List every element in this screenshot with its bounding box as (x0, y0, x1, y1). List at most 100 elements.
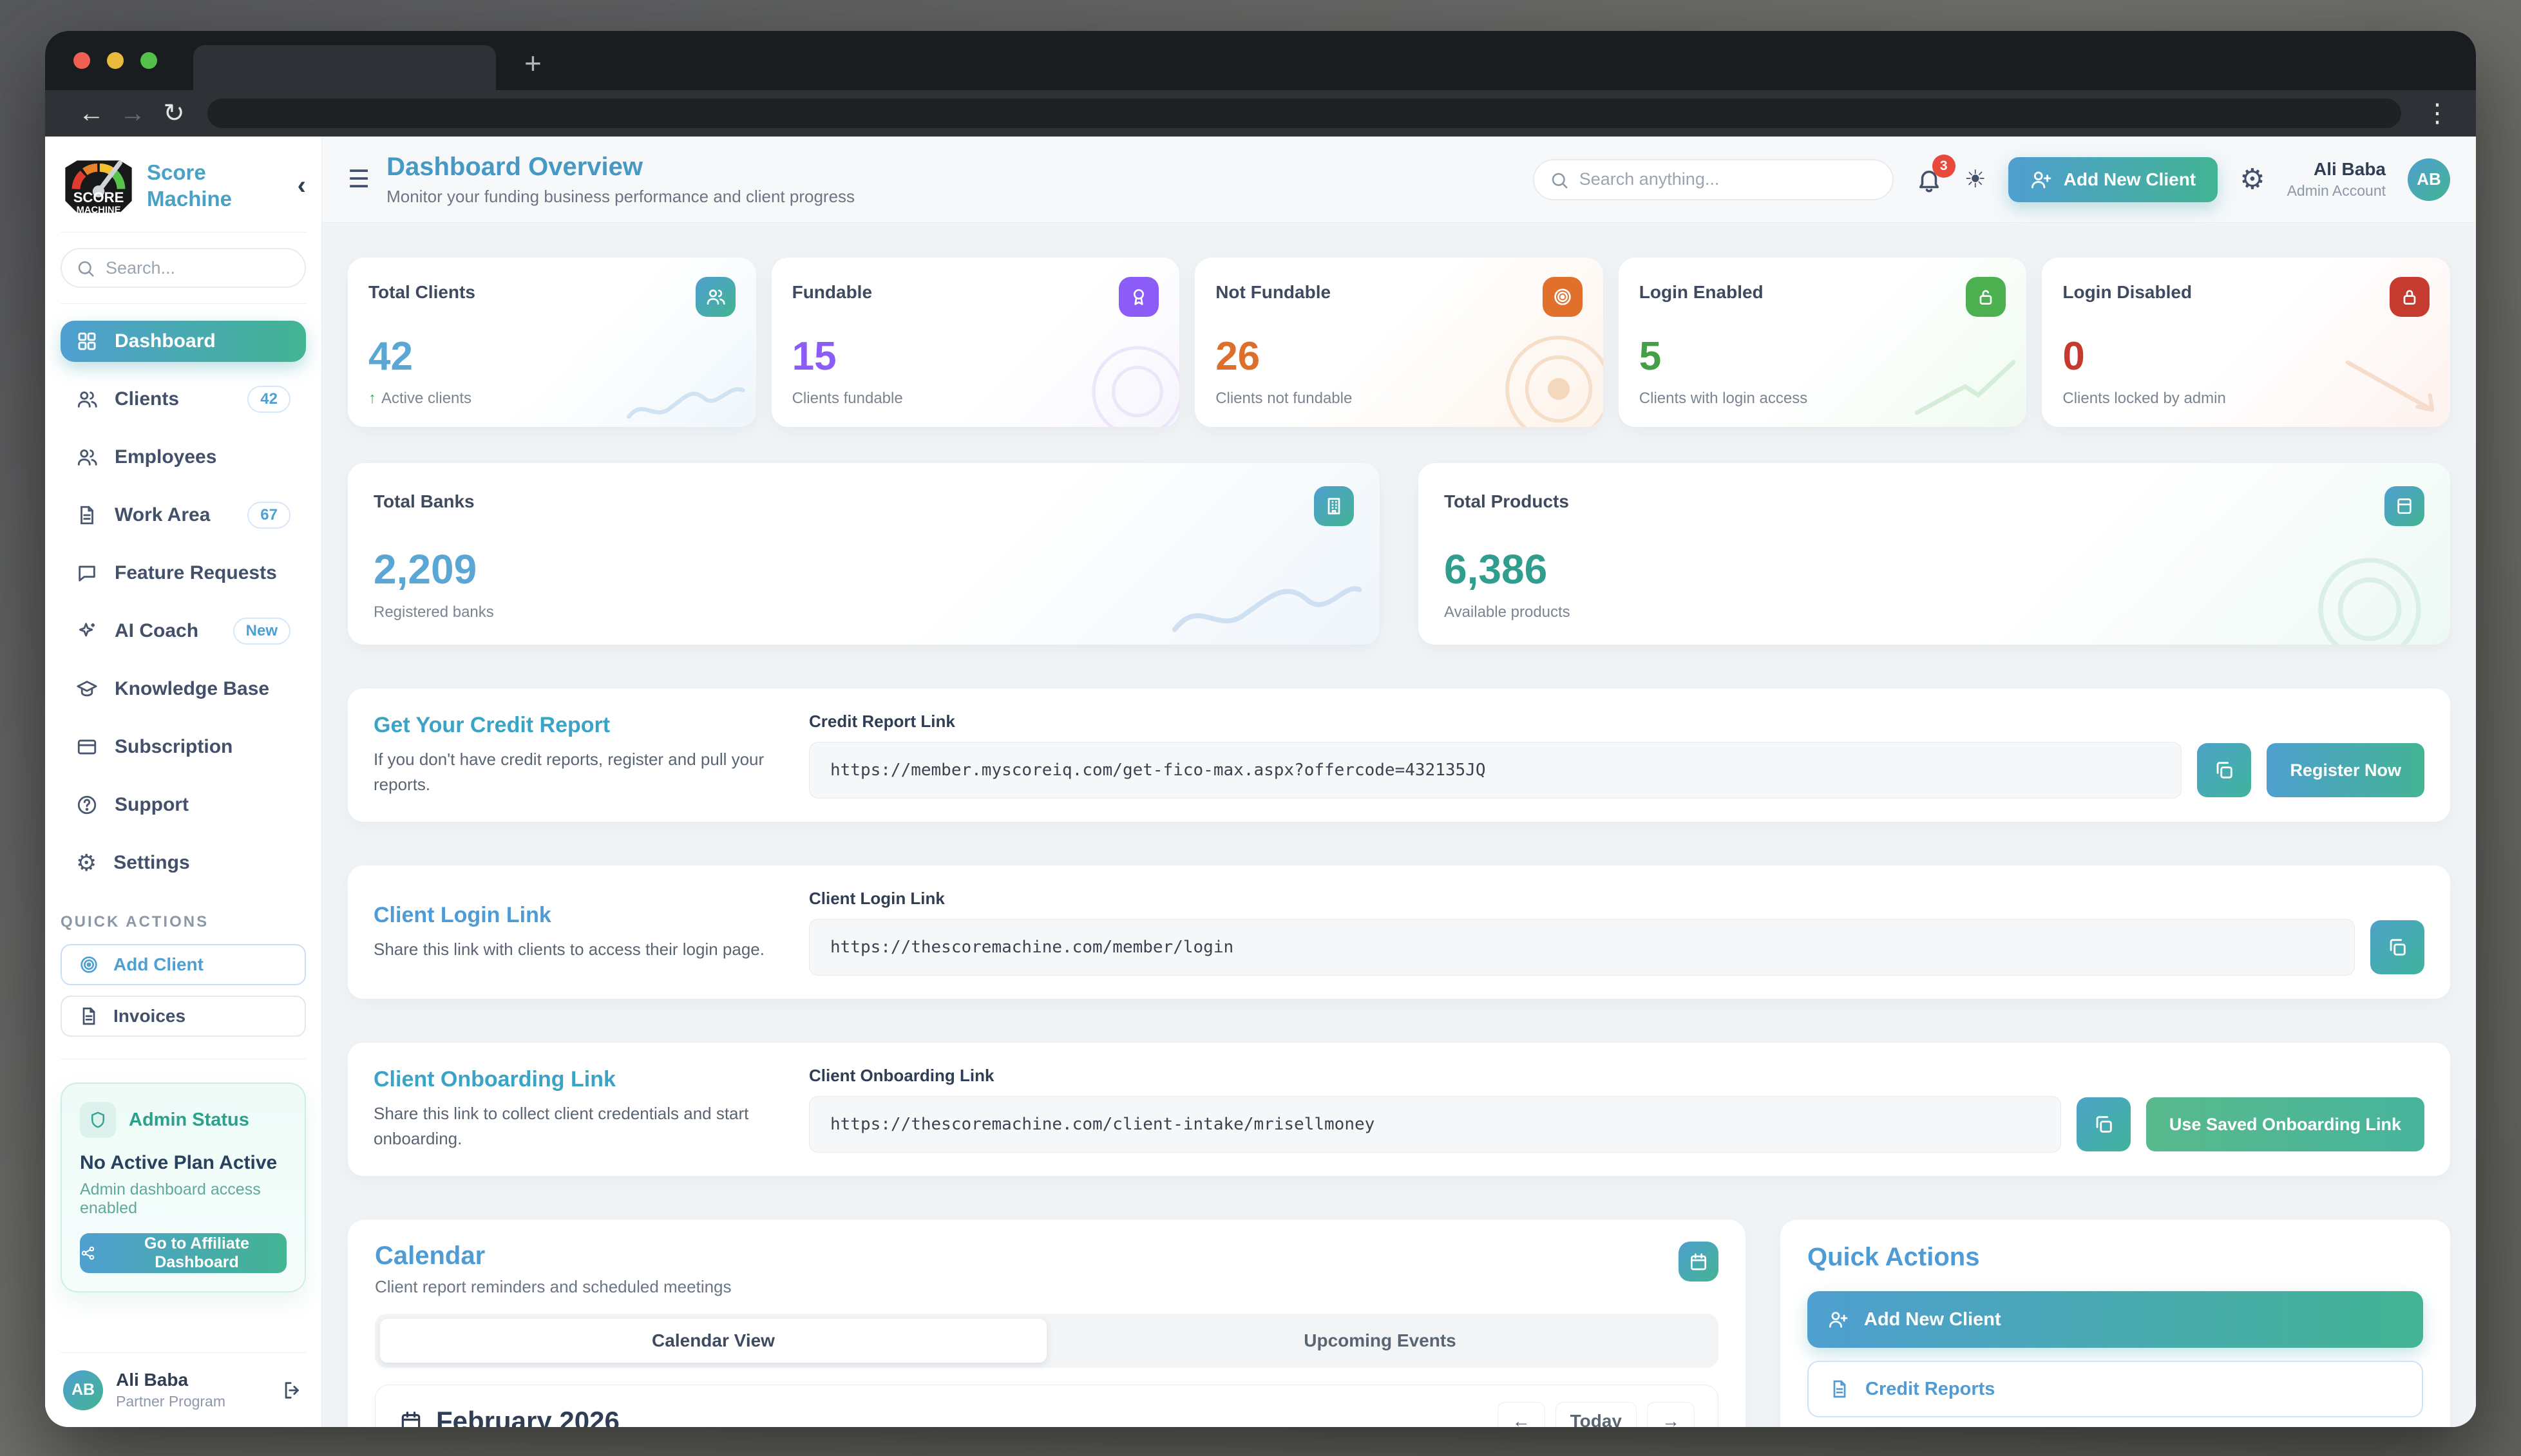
sidebar: SCORE MACHINE Score Machine ‹ (45, 137, 322, 1427)
quick-add-new-client-button[interactable]: Add New Client (1807, 1291, 2423, 1348)
page-title: Dashboard Overview (386, 152, 643, 181)
reload-icon[interactable]: ↻ (163, 99, 185, 128)
users-icon (76, 446, 98, 468)
gear-icon[interactable]: ⚙ (2240, 163, 2265, 195)
quick-action-label: Credit Reports (1865, 1378, 1995, 1399)
stat-sublabel: Clients not fundable (1215, 390, 1353, 407)
admin-status-title: Admin Status (129, 1109, 249, 1130)
sidebar-item-employees[interactable]: Employees (61, 437, 306, 478)
fundable-card: Fundable 15 Clients fundable (771, 258, 1180, 427)
link-label: Credit Report Link (809, 712, 955, 731)
total-products-card: Total Products 6,386 Available products (1418, 463, 2450, 645)
notifications-button[interactable]: 3 (1916, 154, 1955, 193)
section-description: Share this link to collect client creden… (374, 1104, 749, 1148)
sidebar-search-input[interactable] (62, 249, 305, 287)
user-role: Admin Account (2287, 182, 2386, 199)
totals-row: Total Banks 2,209 Registered banks Total… (348, 463, 2450, 645)
target-icon (79, 954, 99, 975)
clients-count-badge: 42 (247, 386, 290, 413)
ai-coach-new-badge: New (233, 618, 290, 645)
sidebar-item-work-area[interactable]: Work Area 67 (61, 495, 306, 536)
sidebar-item-clients[interactable]: Clients 42 (61, 379, 306, 420)
sidebar-item-label: Knowledge Base (115, 678, 270, 699)
sidebar-item-support[interactable]: Support (61, 784, 306, 826)
tab-calendar-view[interactable]: Calendar View (380, 1319, 1047, 1363)
global-search-input[interactable] (1534, 160, 1892, 199)
stat-value: 26 (1215, 334, 1260, 379)
client-login-link-input[interactable] (809, 919, 2355, 976)
add-new-client-button[interactable]: Add New Client (2008, 156, 2218, 202)
sidebar-item-dashboard[interactable]: Dashboard (61, 321, 306, 362)
address-bar[interactable] (207, 99, 2401, 128)
copy-icon (2386, 936, 2408, 958)
header-user-info[interactable]: Ali Baba Admin Account (2287, 159, 2386, 200)
stat-value: 0 (2062, 334, 2085, 379)
register-now-button[interactable]: Register Now (2267, 743, 2424, 797)
logout-icon[interactable] (281, 1379, 303, 1401)
copy-button[interactable] (2370, 920, 2424, 974)
share-icon (80, 1245, 97, 1262)
calendar-subtitle: Client report reminders and scheduled me… (375, 1277, 732, 1296)
add-client-button[interactable]: Add Client (61, 944, 306, 985)
add-client-label: Add Client (113, 954, 204, 974)
bottom-row: Calendar Client report reminders and sch… (348, 1220, 2450, 1427)
not-fundable-card: Not Fundable 26 Clients not fundable (1195, 258, 1603, 427)
sidebar-item-label: Work Area (115, 504, 211, 525)
client-onboarding-link-input[interactable] (809, 1096, 2061, 1153)
admin-status-card: Admin Status No Active Plan Active Admin… (61, 1083, 306, 1292)
month-card: February 2026 ← Today → 38 Client Remind… (375, 1385, 1718, 1427)
affiliate-dashboard-button[interactable]: Go to Affiliate Dashboard (80, 1233, 287, 1273)
sidebar-item-knowledge-base[interactable]: Knowledge Base (61, 668, 306, 710)
current-month-label: February 2026 (436, 1406, 620, 1427)
use-saved-onboarding-link-button[interactable]: Use Saved Onboarding Link (2145, 1097, 2424, 1151)
calendar-card: Calendar Client report reminders and sch… (348, 1220, 1746, 1427)
credit-report-section: Get Your Credit Report If you don't have… (348, 688, 2450, 822)
sparkle-icon (76, 620, 98, 642)
sidebar-item-settings[interactable]: ⚙ Settings (61, 842, 306, 884)
next-month-button[interactable]: → (1647, 1402, 1695, 1427)
document-icon (1829, 1379, 1850, 1399)
maximize-window-button[interactable] (140, 52, 157, 69)
quick-actions-panel: Quick Actions Add New Client Credit Repo… (1780, 1220, 2450, 1427)
stat-sublabel: Clients locked by admin (2062, 390, 2226, 407)
sidebar-item-label: AI Coach (115, 620, 199, 641)
product-card-icon (2384, 486, 2424, 526)
credit-report-link-input[interactable] (809, 742, 2182, 799)
invoices-button[interactable]: Invoices (61, 996, 306, 1037)
quick-action-label: Add New Client (1864, 1309, 2001, 1330)
copy-button[interactable] (2197, 743, 2252, 797)
calendar-tabs: Calendar View Upcoming Events (375, 1314, 1718, 1368)
notification-count-badge: 3 (1932, 154, 1955, 178)
browser-tab[interactable] (193, 45, 496, 90)
theme-toggle-icon[interactable]: ☀ (1964, 165, 1986, 193)
minimize-window-button[interactable] (107, 52, 124, 69)
sidebar-item-subscription[interactable]: Subscription (61, 726, 306, 768)
sidebar-collapse-icon[interactable]: ‹ (297, 171, 306, 200)
forward-icon[interactable]: → (120, 99, 146, 128)
back-icon[interactable]: ← (79, 99, 104, 128)
browser-menu-icon[interactable]: ⋮ (2424, 99, 2450, 128)
sidebar-item-ai-coach[interactable]: AI Coach New (61, 610, 306, 652)
sidebar-logo-row: SCORE MACHINE Score Machine ‹ (61, 153, 306, 218)
stat-sublabel: Registered banks (374, 603, 494, 621)
user-name: Ali Baba (2313, 159, 2386, 179)
trend-up-icon: ↑ (368, 390, 376, 407)
new-tab-button[interactable]: + (524, 46, 542, 80)
today-button[interactable]: Today (1555, 1402, 1637, 1427)
global-search (1532, 158, 1894, 200)
sidebar-user-row[interactable]: AB Ali Baba Partner Program (61, 1352, 306, 1427)
hamburger-menu-icon[interactable]: ☰ (348, 166, 370, 193)
tab-upcoming-events[interactable]: Upcoming Events (1304, 1330, 1456, 1350)
target-icon (1542, 277, 1583, 317)
prev-month-button[interactable]: ← (1497, 1402, 1545, 1427)
dashboard-content[interactable]: Total Clients 42 ↑ Active clients Fundabl… (322, 223, 2476, 1427)
sidebar-item-feature-requests[interactable]: Feature Requests (61, 553, 306, 594)
close-window-button[interactable] (73, 52, 90, 69)
total-clients-card: Total Clients 42 ↑ Active clients (348, 258, 756, 427)
quick-credit-reports-button[interactable]: Credit Reports (1807, 1361, 2423, 1417)
browser-tab-bar: + (45, 31, 2476, 90)
section-heading: Client Login Link (374, 902, 551, 927)
credit-card-icon (76, 736, 98, 758)
copy-button[interactable] (2076, 1097, 2131, 1151)
avatar[interactable]: AB (2408, 158, 2450, 201)
